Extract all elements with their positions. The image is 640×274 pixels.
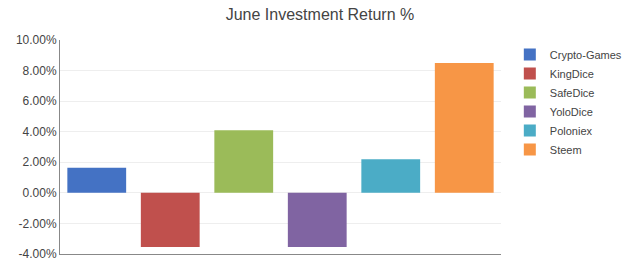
svg-text:Poloniex: Poloniex [550, 125, 593, 137]
svg-text:0.00%: 0.00% [23, 186, 57, 200]
svg-text:10.00%: 10.00% [16, 33, 57, 47]
svg-text:-4.00%: -4.00% [19, 247, 57, 261]
svg-text:4.00%: 4.00% [23, 125, 57, 139]
svg-text:Steem: Steem [550, 144, 582, 156]
svg-text:June Investment Return %: June Investment Return % [226, 6, 415, 23]
svg-text:YoloDice: YoloDice [550, 106, 593, 118]
svg-text:6.00%: 6.00% [23, 94, 57, 108]
svg-text:8.00%: 8.00% [23, 64, 57, 78]
svg-text:Crypto-Games: Crypto-Games [550, 49, 622, 61]
svg-text:2.00%: 2.00% [23, 155, 57, 169]
svg-text:SafeDice: SafeDice [550, 87, 595, 99]
svg-text:KingDice: KingDice [550, 68, 594, 80]
svg-text:-2.00%: -2.00% [19, 217, 57, 231]
